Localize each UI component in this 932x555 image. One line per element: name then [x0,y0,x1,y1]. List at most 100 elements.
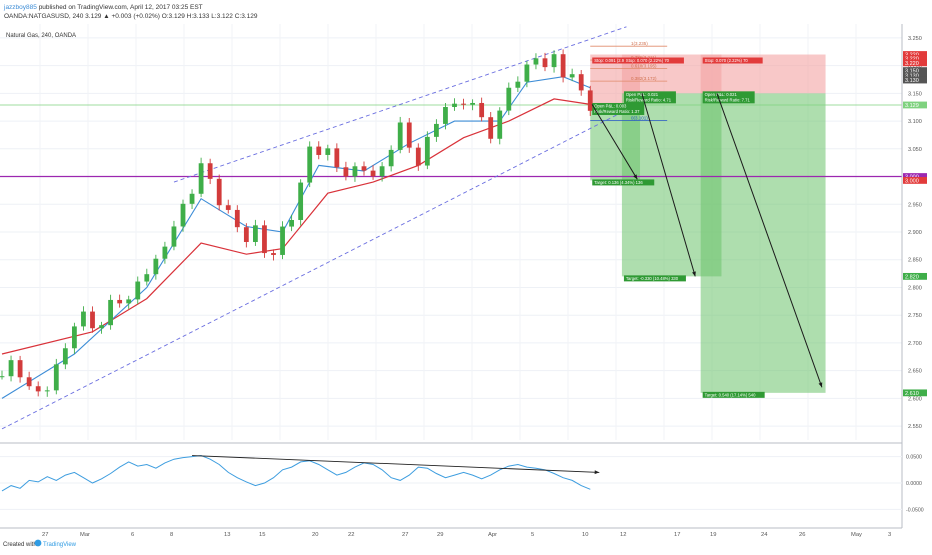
projection-arrow-1 [591,104,638,180]
oscillator-tick-label: -0.0500 [906,507,924,513]
author-link: jazzboy885 [3,4,37,11]
price-badge-label: 3.150 [905,69,919,75]
candle-body [415,147,421,166]
candle-body [162,246,168,259]
candle-body [307,146,313,183]
price-badge-label: 3.130 [905,78,919,84]
open-pl-label-3: Open P&L: 0.021 [705,92,738,97]
candle-body [443,107,448,124]
candle-body [361,166,367,171]
time-tick-label: 15 [259,532,265,538]
candle-body [216,178,222,206]
candle-body [144,274,150,282]
candle-body [189,193,195,204]
candle-body [126,299,132,304]
candle-body [35,386,41,392]
candle-body [506,87,512,111]
price-badge-bg [903,54,927,62]
candle-body [461,103,466,105]
time-tick-label: 20 [312,532,318,538]
candle-body [497,110,503,139]
created-with-label: Created with [3,542,37,548]
candle-body [26,377,32,387]
time-tick-label: 17 [674,532,680,538]
pl-label-bg-3 [702,91,755,104]
candle-body [488,117,494,139]
fib-level-label: 0(3.101) [631,116,648,121]
candle-body [99,325,104,329]
price-badge-bg [903,101,927,109]
stop-label-1: Stop: 0.091 (2.93%) 91 [594,58,638,63]
oscillator-line [1,454,591,492]
time-tick-label: 6 [131,532,134,538]
time-tick-label: Mar [80,532,90,538]
price-badge-label: 3.000 [905,178,919,184]
price-badge-label: 3.129 [905,103,919,109]
candle-body [452,103,457,108]
candle-body [198,163,204,194]
candle-body [560,54,566,78]
candle-body [180,203,186,227]
projection-arrowhead-2 [692,271,696,277]
time-tick-label: 29 [437,532,443,538]
candle-body [135,281,141,300]
candle-body [406,122,412,148]
candle-body [262,225,267,254]
candle-body [62,348,68,365]
candle-body [171,226,177,247]
header-line1: jazzboy885 published on TradingView.com,… [3,4,203,11]
candle-body [108,299,113,326]
candle-body [325,148,331,155]
candle-body [533,58,539,65]
price-badge-label: 3.220 [905,61,919,67]
price-tick-label: 2.850 [908,258,922,264]
candle-body [470,102,475,105]
candle-body [542,58,548,68]
time-tick-label: 8 [170,532,173,538]
target-label-bg-1 [592,179,655,186]
time-tick-label: 26 [799,532,805,538]
price-badge-bg [903,272,927,280]
price-tick-label: 2.900 [908,230,922,236]
time-tick-label: 12 [620,532,626,538]
price-tick-label: 3.150 [908,91,922,97]
price-badge-bg [903,72,927,79]
fib-level-label: 1(3.235) [631,41,648,46]
price-badge-bg [903,173,927,180]
candle-body [352,166,358,177]
price-tick-label: 2.950 [908,202,922,208]
channel-lower-line [1,109,627,430]
candle-body [44,390,50,392]
projection-arrow-2 [641,93,696,277]
rr-label-1: Risk/Reward Ratio: 1.37 [594,109,640,114]
candle-body [0,376,5,378]
time-tick-label: 27 [42,532,48,538]
tradingview-logo-icon [34,539,42,547]
candle-body [515,81,521,88]
candle-body [90,311,95,329]
time-tick-label: 3 [888,532,891,538]
oscillator-tick-label: 0.0500 [906,455,922,461]
candle-body [551,54,557,68]
price-badge-bg [903,389,927,397]
candle-body [234,209,240,228]
price-badge-bg [903,59,927,67]
price-badge-label: 3.130 [905,74,919,80]
candle-body [397,122,403,150]
candle-body [569,74,575,78]
candle-body [578,74,584,91]
target-label-bg-2 [623,275,686,282]
time-tick-label: 27 [402,532,408,538]
time-tick-label: Apr [488,532,497,538]
candle-body [388,149,394,167]
header-line2: OANDA:NATGASUSD, 240 3.129 ▲ +0.003 (+0.… [4,13,258,20]
candle-body [81,311,86,327]
candle-body [587,90,593,111]
price-tick-label: 2.600 [908,396,922,402]
candle-body [243,227,249,242]
target-label-1: Target: 0.136 (4.34%) 136 [594,180,643,185]
candle-body [316,146,322,155]
candle-body [17,360,23,378]
